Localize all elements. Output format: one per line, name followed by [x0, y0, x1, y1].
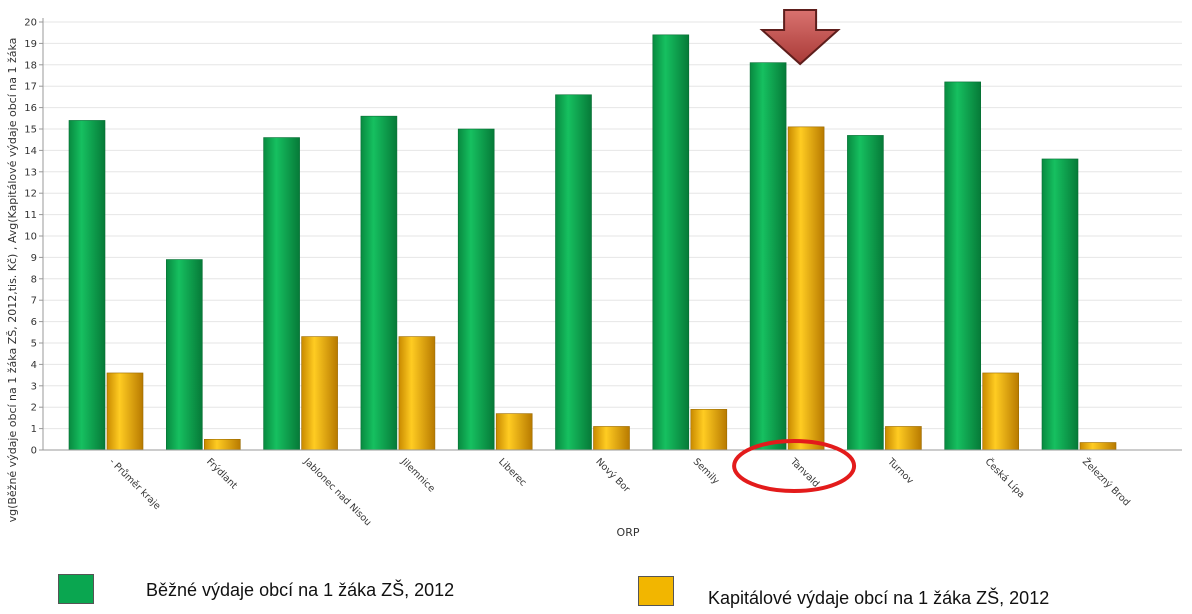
y-tick-label: 20	[24, 18, 37, 29]
bar-kapitalove	[885, 426, 922, 451]
x-axis-categories: - Průměr kraje Frýdlant Jablonec nad Nisou…	[107, 456, 1133, 529]
bar-bezne	[457, 128, 495, 451]
bar-bezne	[749, 62, 787, 451]
y-tick-label: 0	[31, 446, 37, 457]
bar-kapitalove	[690, 409, 728, 451]
y-tick-label: 9	[31, 253, 37, 264]
x-category-label: Frýdlant	[204, 456, 239, 491]
y-tick-label: 15	[24, 125, 37, 136]
bar-bezne	[360, 115, 398, 451]
y-tick-label: 8	[31, 274, 37, 285]
highlight-annotation	[732, 9, 857, 493]
y-tick-label: 5	[31, 339, 37, 350]
bar-bezne	[847, 135, 884, 451]
bar-kapitalove	[1079, 442, 1117, 451]
bar-kapitalove	[301, 336, 338, 451]
bar-bezne	[555, 94, 592, 451]
y-tick-label: 7	[31, 296, 37, 307]
bar-bezne	[263, 137, 300, 451]
gridlines	[43, 21, 1182, 451]
y-tick-label: 13	[24, 167, 37, 178]
y-tick-label: 4	[31, 360, 37, 371]
bar-bezne	[1041, 158, 1079, 451]
bar-bezne	[944, 81, 982, 451]
bar-kapitalove	[787, 126, 825, 451]
legend-label-kapitalove: Kapitálové výdaje obcí na 1 žáka ZŠ, 201…	[708, 588, 1050, 608]
bar-kapitalove	[204, 438, 241, 451]
x-category-label: Nový Bor	[593, 456, 632, 495]
bar-kapitalove	[982, 372, 1020, 451]
y-tick-label: 19	[24, 39, 37, 50]
x-category-label: Jilemnice	[398, 456, 437, 495]
y-tick-label: 14	[24, 146, 37, 157]
bar-kapitalove	[398, 336, 436, 451]
legend-label-bezne: Běžné výdaje obcí na 1 žáka ZŠ, 2012	[146, 580, 455, 600]
y-axis-title: vg(Běžné výdaje obcí na 1 žáka ZŠ, 2012,…	[6, 38, 19, 523]
y-tick-label: 18	[24, 60, 37, 71]
y-tick-label: 2	[31, 403, 37, 414]
bar-kapitalove	[593, 426, 630, 451]
x-category-label: Semily	[691, 456, 722, 487]
y-tick-label: 17	[24, 82, 37, 93]
bar-bezne	[166, 259, 203, 451]
x-category-label: Tanvald	[787, 456, 821, 490]
y-tick-label: 6	[31, 317, 37, 328]
legend-swatch-orange	[638, 576, 674, 606]
x-category-label: Turnov	[885, 456, 916, 487]
y-tick-label: 3	[31, 381, 37, 392]
down-arrow-icon	[759, 9, 841, 66]
bar-bezne	[68, 120, 106, 451]
bars	[68, 34, 1117, 451]
x-category-label: Liberec	[496, 456, 528, 488]
y-tick-label: 16	[24, 103, 37, 114]
x-category-label: Železný Brod	[1080, 456, 1133, 509]
x-category-label: Česká Lípa	[983, 456, 1028, 501]
bar-kapitalove	[495, 413, 533, 451]
legend-swatch-green	[58, 574, 94, 604]
bar-bezne	[652, 34, 690, 451]
y-tick-label: 10	[24, 232, 37, 243]
y-tick-label: 12	[24, 189, 37, 200]
y-tick-label: 11	[24, 210, 37, 221]
bar-kapitalove	[106, 372, 144, 451]
y-tick-label: 1	[31, 424, 37, 435]
highlight-circle	[732, 439, 857, 493]
x-category-label: - Průměr kraje	[107, 456, 163, 512]
x-category-label: Jablonec nad Nisou	[301, 456, 374, 529]
x-axis-title: ORP	[617, 526, 640, 539]
